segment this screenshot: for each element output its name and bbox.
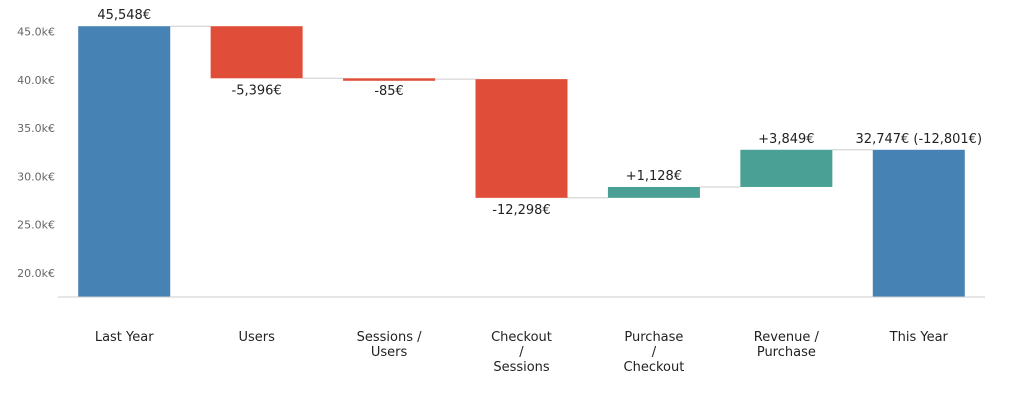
value-label: +1,128€ bbox=[626, 169, 682, 184]
bar-total bbox=[872, 149, 965, 297]
y-tick-label: 35.0k€ bbox=[17, 122, 55, 135]
x-category-label: Purchase / Checkout bbox=[624, 330, 685, 375]
bar-increase bbox=[740, 149, 833, 187]
connector-lines bbox=[170, 25, 873, 199]
value-label: +3,849€ bbox=[758, 132, 814, 147]
bar-decrease bbox=[210, 26, 303, 79]
bar-total bbox=[78, 26, 171, 298]
value-label: 45,548€ bbox=[97, 8, 151, 23]
x-category-label: Sessions / Users bbox=[357, 330, 423, 360]
y-axis: 20.0k€ 25.0k€ 30.0k€ 35.0k€ 40.0k€ 45.0k€ bbox=[17, 25, 55, 279]
x-category-label: Revenue / Purchase bbox=[754, 330, 820, 360]
bars bbox=[78, 26, 965, 298]
y-tick-label: 20.0k€ bbox=[17, 267, 55, 280]
value-label: -12,298€ bbox=[492, 203, 550, 218]
x-axis: Last Year Users Sessions / Users Checkout / Se… bbox=[58, 296, 985, 375]
bar-decrease bbox=[475, 79, 568, 198]
y-tick-label: 45.0k€ bbox=[17, 25, 55, 38]
bar-decrease bbox=[343, 78, 436, 81]
x-category-label: Users bbox=[238, 330, 275, 345]
bar-increase bbox=[607, 186, 700, 198]
value-label: -5,396€ bbox=[232, 83, 282, 98]
value-label: -85€ bbox=[374, 84, 404, 99]
x-category-label: Last Year bbox=[95, 330, 154, 345]
y-tick-label: 40.0k€ bbox=[17, 74, 55, 87]
value-label: 32,747€ (-12,801€) bbox=[856, 132, 982, 147]
value-labels: 45,548€ -5,396€ -85€ -12,298€ +1,128€ +3,849€… bbox=[97, 8, 982, 218]
y-tick-label: 30.0k€ bbox=[17, 170, 55, 183]
y-tick-label: 25.0k€ bbox=[17, 219, 55, 232]
x-category-label: This Year bbox=[889, 330, 949, 345]
x-category-label: Checkout / Sessions bbox=[491, 330, 552, 375]
